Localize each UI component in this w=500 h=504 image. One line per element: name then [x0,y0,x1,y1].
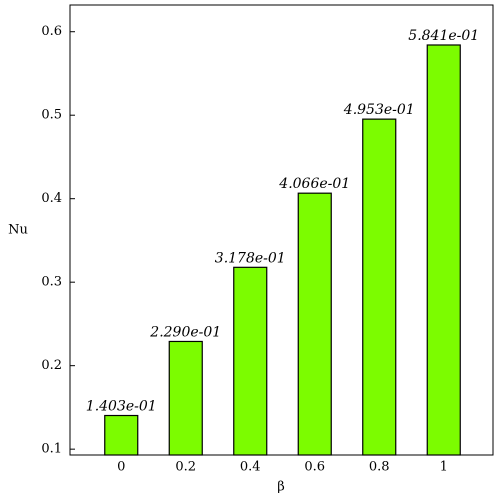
bar [233,266,268,456]
value-label: 2.290e-01 [149,324,221,340]
bar [297,192,332,456]
x-tick-label: 0.4 [240,460,261,475]
x-axis-label: β [277,480,285,495]
bar [104,414,139,456]
plot-frame [69,4,494,456]
value-label: 4.953e-01 [343,102,415,118]
x-tick-label: 1 [440,460,448,475]
bar [362,118,397,456]
value-label: 3.178e-01 [215,250,286,266]
x-tick-label: 0 [117,460,125,475]
y-tick-label: 0.1 [41,442,62,457]
y-tick-label: 0.5 [41,108,62,123]
bar [426,44,461,456]
value-label: 1.403e-01 [86,399,157,415]
bar [168,340,203,456]
x-tick-label: 0.8 [369,460,390,475]
x-tick-label: 0.2 [175,460,196,475]
y-tick-label: 0.3 [41,275,62,290]
y-tick-label: 0.4 [41,191,62,206]
y-axis-label: Nu [8,223,28,238]
y-tick-label: 0.2 [41,358,62,373]
x-tick-label: 0.6 [304,460,325,475]
y-tick-label: 0.6 [41,24,62,39]
value-label: 5.841e-01 [408,28,479,44]
value-label: 4.066e-01 [278,176,350,192]
